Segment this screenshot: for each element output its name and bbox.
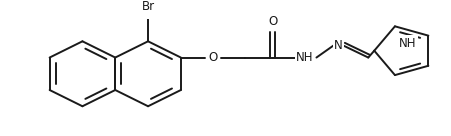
- Text: Br: Br: [141, 0, 154, 13]
- Text: O: O: [267, 15, 276, 28]
- Text: NH: NH: [398, 37, 415, 50]
- Text: N: N: [333, 39, 342, 52]
- Text: O: O: [207, 51, 217, 64]
- Text: NH: NH: [295, 51, 313, 64]
